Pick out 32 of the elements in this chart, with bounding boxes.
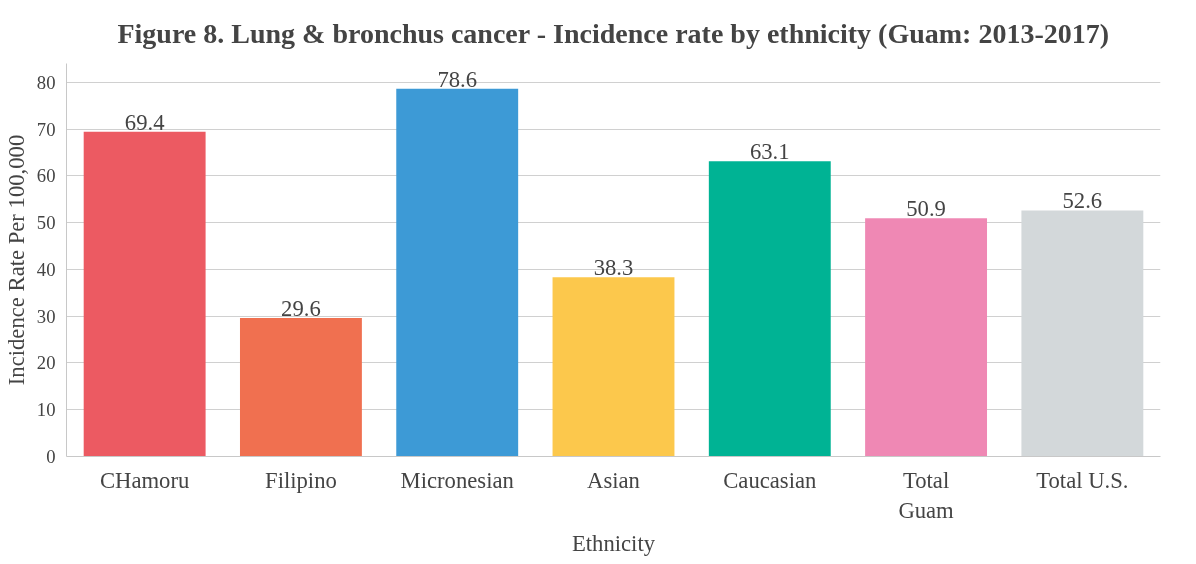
bar [708, 161, 831, 457]
x-tick-label: Asian [587, 467, 640, 493]
y-tick-label: 20 [36, 352, 56, 374]
bar [865, 218, 988, 457]
y-tick-label: 30 [36, 305, 56, 327]
y-tick-label: 50 [36, 212, 56, 234]
bar [552, 277, 675, 457]
y-axis-title: Incidence Rate Per 100,000 [3, 134, 29, 386]
x-axis-title: Ethnicity [571, 530, 656, 556]
x-tick-label: Filipino [265, 467, 337, 493]
x-tick-label: Total Guam [898, 467, 955, 523]
y-tick-label: 70 [36, 118, 56, 140]
y-tick-label: 60 [36, 165, 56, 187]
data-label: 52.6 [1062, 188, 1103, 214]
bar [83, 131, 206, 457]
data-label: 69.4 [124, 109, 165, 135]
y-tick-label: 10 [36, 399, 56, 421]
data-label: 78.6 [437, 66, 478, 92]
x-tick-label: Total U.S. [1036, 467, 1129, 493]
x-tick-label: Micronesian [400, 467, 514, 493]
data-label: 63.1 [749, 139, 790, 165]
data-label: 29.6 [281, 296, 321, 322]
bar [239, 318, 362, 457]
x-tick-label: Caucasian [723, 467, 817, 493]
y-tick-label: 0 [46, 446, 56, 467]
data-label: 50.9 [906, 196, 946, 222]
bar [396, 88, 519, 457]
y-tick-label: 80 [36, 71, 56, 93]
chart-title: Figure 8. Lung & bronchus cancer - Incidence rate by ethnicity (Guam: 2013-2017) [117, 17, 1110, 49]
data-label: 38.3 [593, 255, 634, 281]
y-tick-label: 40 [36, 258, 56, 280]
x-tick-label: CHamoru [99, 467, 190, 493]
